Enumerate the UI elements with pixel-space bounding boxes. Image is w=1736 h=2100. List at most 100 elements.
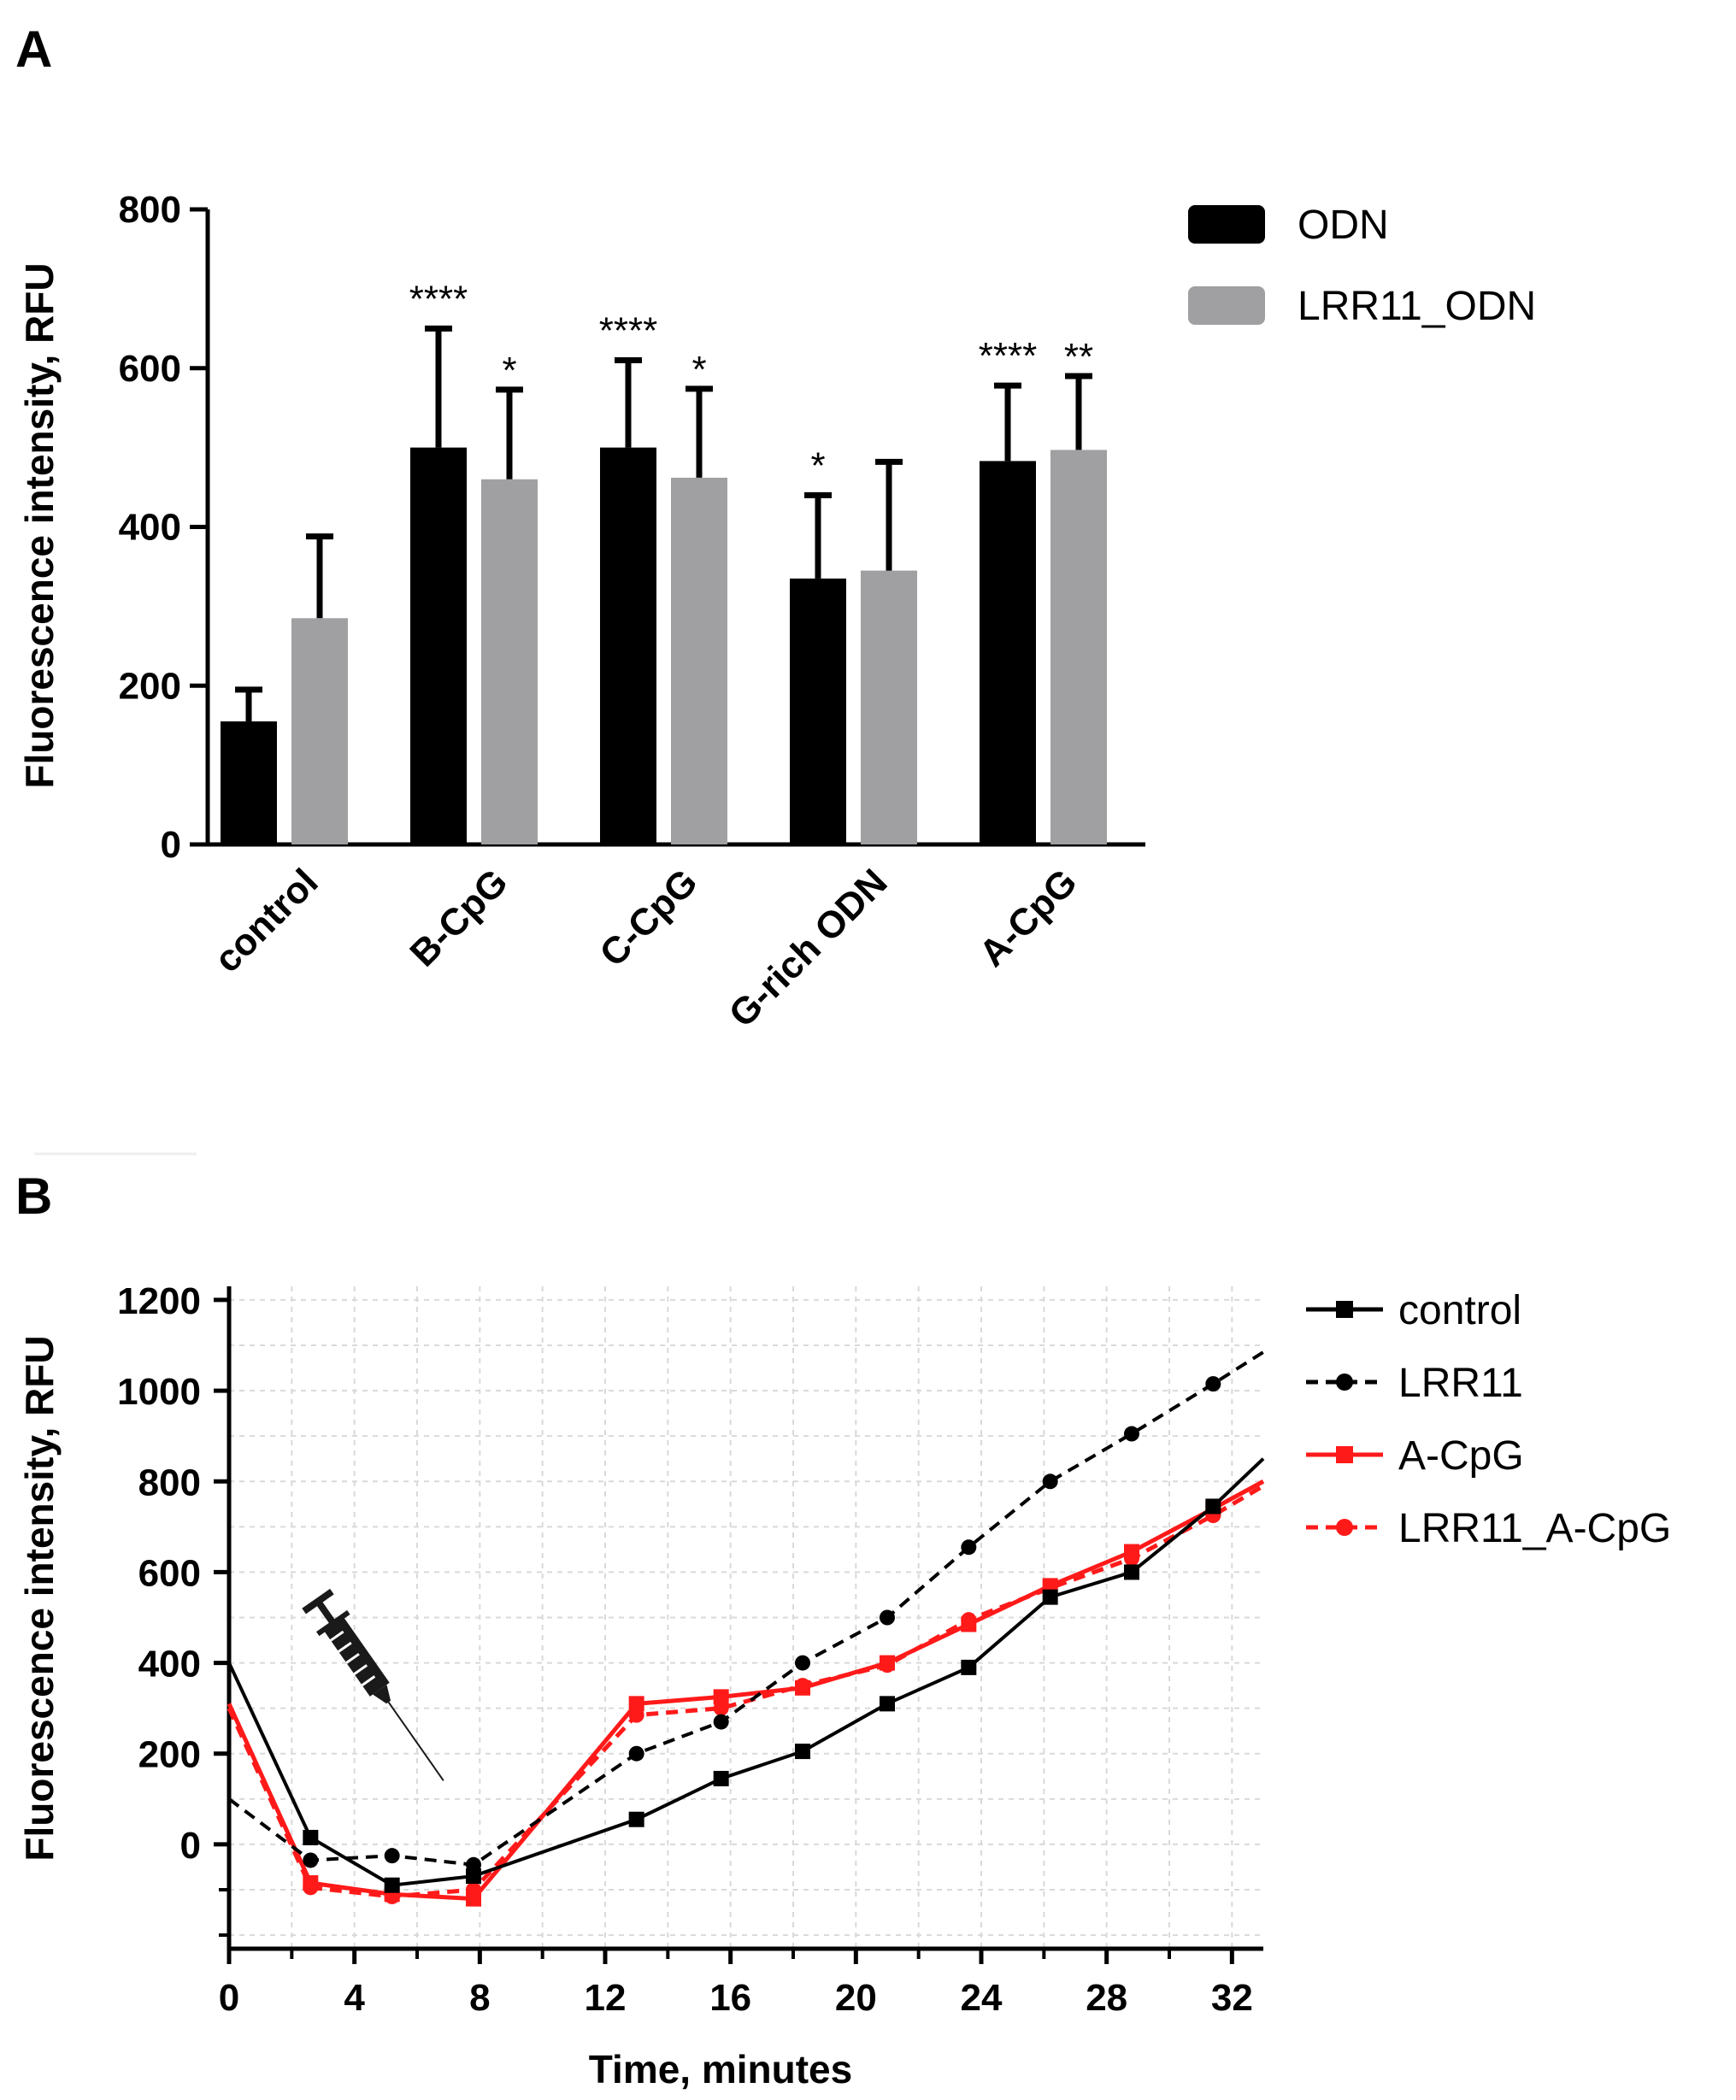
panel-a-bar	[861, 570, 917, 844]
panel-b-data-point	[713, 1770, 729, 1786]
panel-b-legend-marker	[1336, 1519, 1353, 1536]
panel-b-data-point	[880, 1657, 895, 1674]
panel-b-data-point	[795, 1655, 810, 1671]
panel-b-legend-marker	[1336, 1374, 1353, 1391]
panel-b-x-tick-label: 8	[469, 1977, 490, 2019]
panel-a-y-tick-label: 200	[119, 665, 181, 707]
panel-b-data-point	[384, 1848, 400, 1864]
syringe-hub	[373, 1685, 391, 1704]
panel-b-data-point	[303, 1879, 319, 1896]
panel-b-data-point	[1124, 1426, 1139, 1442]
panel-b-series-line	[227, 1457, 1265, 1887]
syringe-graduations	[361, 1675, 376, 1686]
panel-a-bar	[481, 479, 538, 844]
panel-a-significance-label: ****	[409, 278, 468, 320]
panel-a-significance-label: *	[502, 350, 516, 391]
panel-a-y-tick-label: 800	[119, 189, 181, 231]
panel-b-data-point	[795, 1744, 810, 1760]
panel-b-data-point	[1042, 1474, 1058, 1490]
panel-b-data-point	[1205, 1498, 1221, 1515]
panel-a-legend-swatch	[1188, 205, 1265, 244]
panel-b-data-point	[1124, 1564, 1139, 1580]
panel-a-significance-label: **	[1064, 336, 1093, 378]
panel-b-data-point	[303, 1829, 319, 1845]
panel-a-significance-label: *	[691, 349, 706, 391]
panel-b-y-tick-label: 800	[138, 1462, 201, 1503]
panel-b-x-tick-label: 16	[709, 1977, 751, 2019]
panel-b-x-tick-label: 0	[219, 1977, 239, 2019]
panel-b-legend-marker	[1336, 1446, 1353, 1463]
panel-b-data-point	[384, 1877, 400, 1893]
panel-b-x-tick-label: 12	[585, 1977, 627, 2019]
panel-a-bar	[410, 447, 467, 844]
panel-b-data-point	[880, 1696, 895, 1712]
panel-a-category-label: A-CpG	[971, 861, 1085, 974]
panel-b-y-tick-label: 1000	[117, 1371, 201, 1413]
panel-b-data-point	[961, 1659, 977, 1675]
panel-b-data-point	[713, 1689, 729, 1705]
panel-b-x-tick-label: 4	[344, 1977, 365, 2019]
panel-a-bar	[600, 447, 656, 844]
panel-a-significance-label: *	[810, 444, 825, 486]
syringe-plunger-rod	[315, 1600, 338, 1626]
panel-b-y-tick-label: 400	[138, 1644, 201, 1685]
panel-b-data-point	[628, 1707, 644, 1723]
panel-a-bar	[671, 477, 727, 844]
panel-b-y-axis-title: Fluorescence intensity, RFU	[17, 1335, 62, 1861]
panel-a-bar-chart: A Fluorescence intensity, RFU 0 200 400 600…	[15, 21, 1536, 1035]
panel-b-data-point	[466, 1881, 481, 1897]
syringe-plunger-head	[302, 1588, 334, 1615]
panel-b-legend-label: LRR11	[1398, 1361, 1523, 1406]
panel-b-legend-marker	[1336, 1301, 1353, 1318]
panel-a-bars: ************** * **	[221, 278, 1107, 844]
panel-a-y-tick-label: 0	[161, 824, 181, 866]
panel-b-data-point	[628, 1745, 644, 1762]
panel-b-label: B	[15, 1168, 52, 1225]
panel-a-category-labels: control B-CpG C-CpG G-rich ODN A-CpG	[206, 861, 1085, 1035]
panel-b-x-tick-label: 24	[961, 1977, 1003, 2019]
panel-a-bar	[980, 461, 1036, 844]
panel-a-bar	[1050, 450, 1107, 844]
panel-b-data-point	[713, 1700, 729, 1716]
panel-b-ticks: 0 200 400 600 800 1000 1200 0 4 8 12 16 20 24 28 32	[117, 1280, 1253, 2019]
panel-b-legend-label: A-CpG	[1398, 1433, 1524, 1479]
panel-b-y-tick-label: 0	[180, 1825, 201, 1867]
panel-b-x-axis-title: Time, minutes	[589, 2047, 852, 2091]
panel-a-bar	[221, 721, 277, 844]
panel-b-data-point	[795, 1678, 810, 1694]
syringe-graduations	[345, 1652, 360, 1664]
panel-b-grid	[228, 1286, 1263, 1949]
panel-b-y-tick-label: 200	[138, 1734, 201, 1776]
panel-b-data-point	[628, 1811, 644, 1827]
panel-a-category-label: B-CpG	[402, 861, 515, 974]
panel-b-data-point	[961, 1539, 977, 1556]
panel-b-series	[227, 1350, 1265, 1907]
panel-a-label: A	[15, 21, 52, 78]
syringe-graduations	[353, 1664, 368, 1675]
panel-a-legend: ODN LRR11_ODN	[1188, 203, 1536, 329]
panel-a-category-label: G-rich ODN	[721, 861, 896, 1035]
panel-b-y-tick-label: 600	[138, 1552, 201, 1594]
panel-b-data-point	[1124, 1550, 1139, 1567]
panel-b-data-point	[961, 1612, 977, 1628]
panel-a-significance-label: ****	[979, 335, 1038, 377]
panel-a-bar	[291, 618, 348, 844]
panel-b-line-chart: B Fluorescence intensity, RFU Time, minu…	[15, 1168, 1671, 2091]
syringe-needle	[387, 1701, 444, 1781]
syringe-icon	[302, 1588, 444, 1781]
panel-a-y-axis-title: Fluorescence intensity, RFU	[17, 262, 62, 788]
panel-b-x-tick-label: 28	[1086, 1977, 1127, 2019]
panel-a-y-tick-label: 600	[119, 348, 181, 390]
panel-b-data-point	[628, 1696, 644, 1712]
panel-a-y-ticks: 0 200 400 600 800	[119, 189, 208, 866]
panel-b-data-point	[1042, 1589, 1058, 1605]
syringe-graduations	[330, 1630, 344, 1642]
syringe-graduations	[338, 1641, 352, 1653]
panel-b-legend-label: LRR11_A-CpG	[1398, 1506, 1671, 1551]
panel-a-significance-label: ****	[599, 309, 658, 351]
syringe-flange	[316, 1609, 350, 1637]
panel-a-bar	[790, 578, 846, 844]
panel-b-data-point	[466, 1868, 481, 1885]
panel-a-category-label: C-CpG	[591, 861, 705, 974]
